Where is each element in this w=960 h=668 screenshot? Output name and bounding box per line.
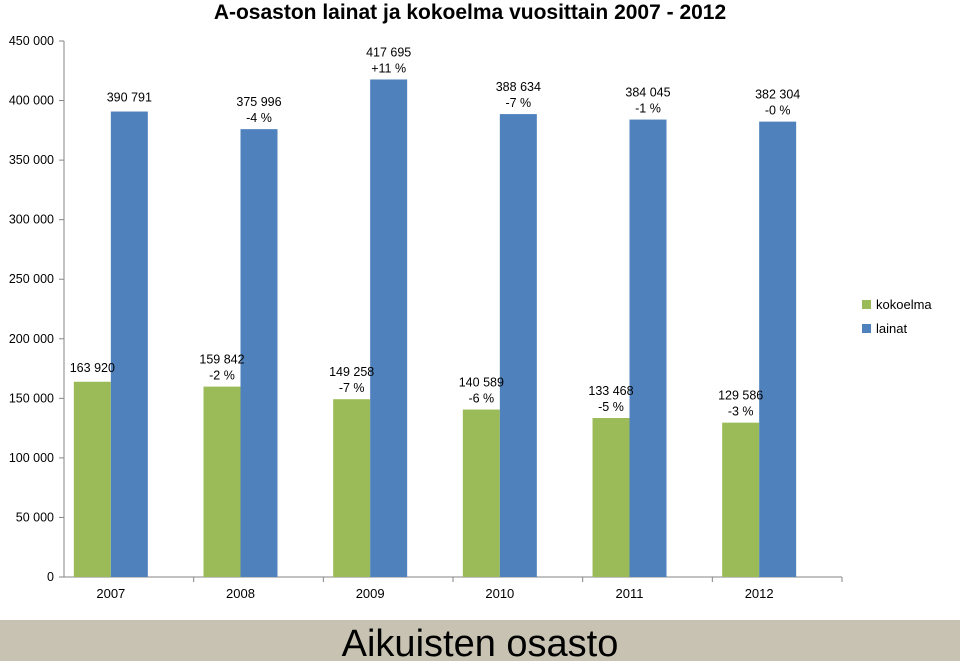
bar-lainat-2012 xyxy=(759,121,797,578)
legend-swatch-lainat xyxy=(862,324,871,333)
data-label-lainat: 390 791 xyxy=(107,91,152,105)
bar-lainat-2010 xyxy=(499,114,537,578)
change-label-lainat: -1 % xyxy=(635,102,661,116)
legend-label-lainat: lainat xyxy=(876,321,907,336)
bar-lainat-2009 xyxy=(370,79,408,577)
x-tick-label: 2008 xyxy=(226,586,255,601)
change-label-kokoelma: -3 % xyxy=(728,405,754,419)
y-tick-label: 450 000 xyxy=(9,34,54,48)
y-tick-label: 50 000 xyxy=(16,510,54,524)
footer-title: Aikuisten osasto xyxy=(341,623,619,665)
data-label-kokoelma: 149 258 xyxy=(329,365,374,379)
x-tick-label: 2011 xyxy=(616,586,644,601)
x-tick-label: 2007 xyxy=(96,586,125,601)
y-tick-label: 200 000 xyxy=(9,332,54,346)
bar-chart: A-osaston lainat ja kokoelma vuosittain … xyxy=(9,1,933,601)
data-label-lainat: 382 304 xyxy=(755,88,800,102)
y-tick-label: 300 000 xyxy=(9,213,54,227)
y-tick-label: 100 000 xyxy=(9,451,54,465)
y-tick-label: 150 000 xyxy=(9,391,54,405)
bar-kokoelma-2012 xyxy=(722,422,760,577)
change-label-lainat: -0 % xyxy=(765,104,791,118)
bar-lainat-2007 xyxy=(110,111,148,577)
y-tick-label: 0 xyxy=(47,570,54,584)
change-label-lainat: +11 % xyxy=(371,61,406,75)
data-labels: 163 920 390 791 159 842 -2 % 375 996 -4 % 149 … xyxy=(70,45,801,418)
legend-label-kokoelma: kokoelma xyxy=(876,297,932,312)
change-label-kokoelma: -2 % xyxy=(209,369,235,383)
data-label-kokoelma: 133 468 xyxy=(588,384,633,398)
chart-title: A-osaston lainat ja kokoelma vuosittain … xyxy=(214,1,726,24)
x-tick-label: 2012 xyxy=(745,586,774,601)
bars xyxy=(73,79,797,578)
bar-lainat-2011 xyxy=(629,119,667,578)
data-label-kokoelma: 129 586 xyxy=(718,389,763,403)
legend-swatch-kokoelma xyxy=(862,300,871,309)
change-label-kokoelma: -5 % xyxy=(598,400,624,414)
bar-kokoelma-2008 xyxy=(203,386,241,577)
bar-kokoelma-2011 xyxy=(592,418,630,577)
x-tick-label: 2009 xyxy=(356,586,385,601)
y-tick-label: 350 000 xyxy=(9,153,54,167)
data-label-lainat: 388 634 xyxy=(496,80,541,94)
bar-kokoelma-2009 xyxy=(333,399,371,577)
footer-band xyxy=(0,620,960,661)
y-tick-label: 250 000 xyxy=(9,272,54,286)
data-label-kokoelma: 163 920 xyxy=(70,361,115,375)
change-label-lainat: -7 % xyxy=(505,96,531,110)
legend: kokoelma lainat xyxy=(862,297,932,336)
bar-kokoelma-2010 xyxy=(462,409,500,577)
data-label-lainat: 417 695 xyxy=(366,45,411,59)
change-label-kokoelma: -7 % xyxy=(339,381,365,395)
y-tick-label: 400 000 xyxy=(9,94,54,108)
data-label-lainat: 375 996 xyxy=(236,95,281,109)
data-label-kokoelma: 140 589 xyxy=(459,376,504,390)
change-label-kokoelma: -6 % xyxy=(468,392,494,406)
data-label-kokoelma: 159 842 xyxy=(199,353,244,367)
x-tick-label: 2010 xyxy=(485,586,514,601)
bar-lainat-2008 xyxy=(240,129,278,578)
change-label-lainat: -4 % xyxy=(246,111,272,125)
bar-kokoelma-2007 xyxy=(73,381,111,577)
data-label-lainat: 384 045 xyxy=(625,86,670,100)
axes: 0 50 000 100 000 150 000 200 000 250 000 300 0… xyxy=(9,34,843,601)
